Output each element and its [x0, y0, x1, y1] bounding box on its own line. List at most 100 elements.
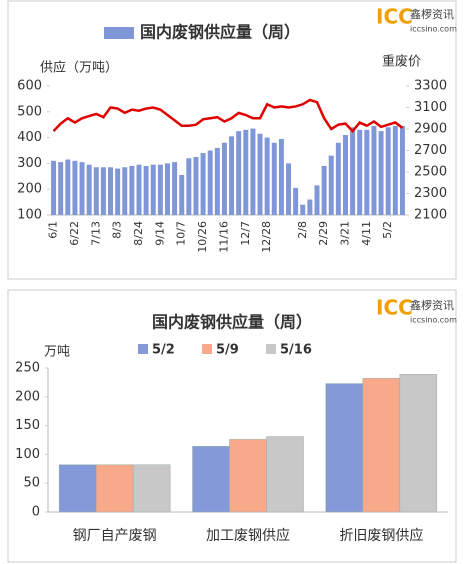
bar	[236, 131, 242, 215]
bar	[65, 159, 71, 215]
bar	[325, 383, 364, 513]
panel-border	[7, 289, 457, 563]
bar	[266, 436, 304, 513]
y-tick-label: 100	[15, 447, 40, 462]
legend-swatch	[202, 344, 212, 354]
bar	[371, 125, 377, 215]
bar	[221, 142, 227, 215]
legend-label: 5/2	[152, 343, 175, 358]
x-tick-label: 6/22	[68, 221, 81, 246]
bar	[257, 133, 263, 215]
y-tick-label: 100	[17, 208, 42, 223]
y2-axis-title: 重废价	[382, 54, 421, 70]
y-tick-label: 600	[17, 79, 42, 94]
bar	[357, 129, 363, 215]
bar	[192, 446, 230, 513]
bar	[300, 204, 306, 215]
bar	[243, 129, 249, 215]
bar	[229, 136, 235, 215]
x-tick-label: 2/8	[296, 221, 309, 239]
bar	[392, 125, 398, 215]
y2-tick-label: 2900	[414, 122, 447, 137]
x-tick-label: 3/21	[338, 221, 351, 246]
bar	[399, 374, 438, 513]
price-line	[52, 98, 404, 134]
bar	[79, 162, 85, 215]
chart-title: 国内废钢供应量（周）	[152, 313, 312, 332]
bar	[132, 464, 171, 513]
legend-label: 5/9	[216, 343, 239, 358]
bar	[157, 164, 163, 215]
bar	[58, 464, 97, 513]
bar	[335, 142, 341, 215]
bar	[314, 185, 320, 215]
bar	[328, 155, 334, 215]
bar	[214, 147, 220, 215]
x-tick-label: 7/13	[89, 221, 102, 246]
y-tick-label: 250	[15, 361, 40, 376]
bar	[51, 160, 57, 215]
legend-label: 5/16	[280, 343, 312, 358]
legend-swatch	[138, 344, 148, 354]
legend-swatch	[266, 344, 276, 354]
bar	[150, 164, 156, 215]
y2-tick-label: 3100	[414, 100, 447, 115]
y-tick-label: 200	[17, 182, 42, 197]
logo-site: iccsino.com	[410, 25, 457, 34]
bar	[399, 125, 405, 215]
logo-site: iccsino.com	[410, 316, 457, 325]
y2-tick-label: 2100	[414, 208, 447, 223]
bar	[293, 187, 299, 215]
logo-mark: ICC	[376, 5, 413, 29]
y-tick-label: 50	[23, 476, 40, 491]
logo-mark: ICC	[376, 296, 413, 320]
bar	[207, 150, 213, 215]
bar	[164, 163, 170, 215]
y-axis-title: 万吨	[44, 345, 70, 360]
bar	[342, 135, 348, 215]
x-tick-label: 2/29	[317, 221, 330, 246]
bar	[136, 164, 142, 215]
y-tick-label: 300	[17, 156, 42, 171]
bar	[286, 163, 292, 215]
bar	[186, 158, 192, 215]
bar	[72, 160, 78, 215]
x-tick-label: 11/16	[217, 221, 230, 253]
panel-border	[7, 0, 457, 280]
bar	[378, 131, 384, 215]
y-tick-label: 200	[15, 389, 40, 404]
y-axis-title: 供应（万吨）	[40, 60, 118, 76]
bar	[264, 137, 270, 215]
bar	[108, 167, 114, 215]
x-tick-label: 9/14	[153, 221, 166, 246]
x-tick-label: 6/1	[47, 221, 60, 239]
y-tick-label: 400	[17, 130, 42, 145]
bar	[143, 165, 149, 215]
bar	[200, 153, 206, 215]
bar	[95, 464, 134, 513]
x-tick-label: 加工废钢供应	[206, 527, 290, 544]
bar	[350, 127, 356, 215]
bar	[122, 167, 128, 215]
legend-swatch	[104, 27, 134, 39]
bar	[193, 156, 199, 215]
x-tick-label: 5/2	[381, 221, 394, 239]
bar	[172, 162, 178, 215]
bar	[250, 128, 256, 215]
y2-tick-label: 2500	[414, 165, 447, 180]
y-tick-label: 0	[32, 505, 40, 520]
bar	[362, 378, 401, 513]
bar	[58, 162, 64, 215]
x-tick-label: 8/24	[132, 221, 145, 246]
bar	[271, 142, 277, 215]
bar	[321, 165, 327, 215]
bar	[129, 165, 135, 215]
x-tick-label: 12/7	[239, 221, 252, 246]
chart-title: 国内废钢供应量（周）	[140, 23, 300, 42]
x-tick-label: 10/7	[175, 221, 188, 246]
logo-name: 鑫椤资讯	[410, 298, 454, 312]
bar	[93, 167, 99, 215]
y-tick-label: 500	[17, 104, 42, 119]
